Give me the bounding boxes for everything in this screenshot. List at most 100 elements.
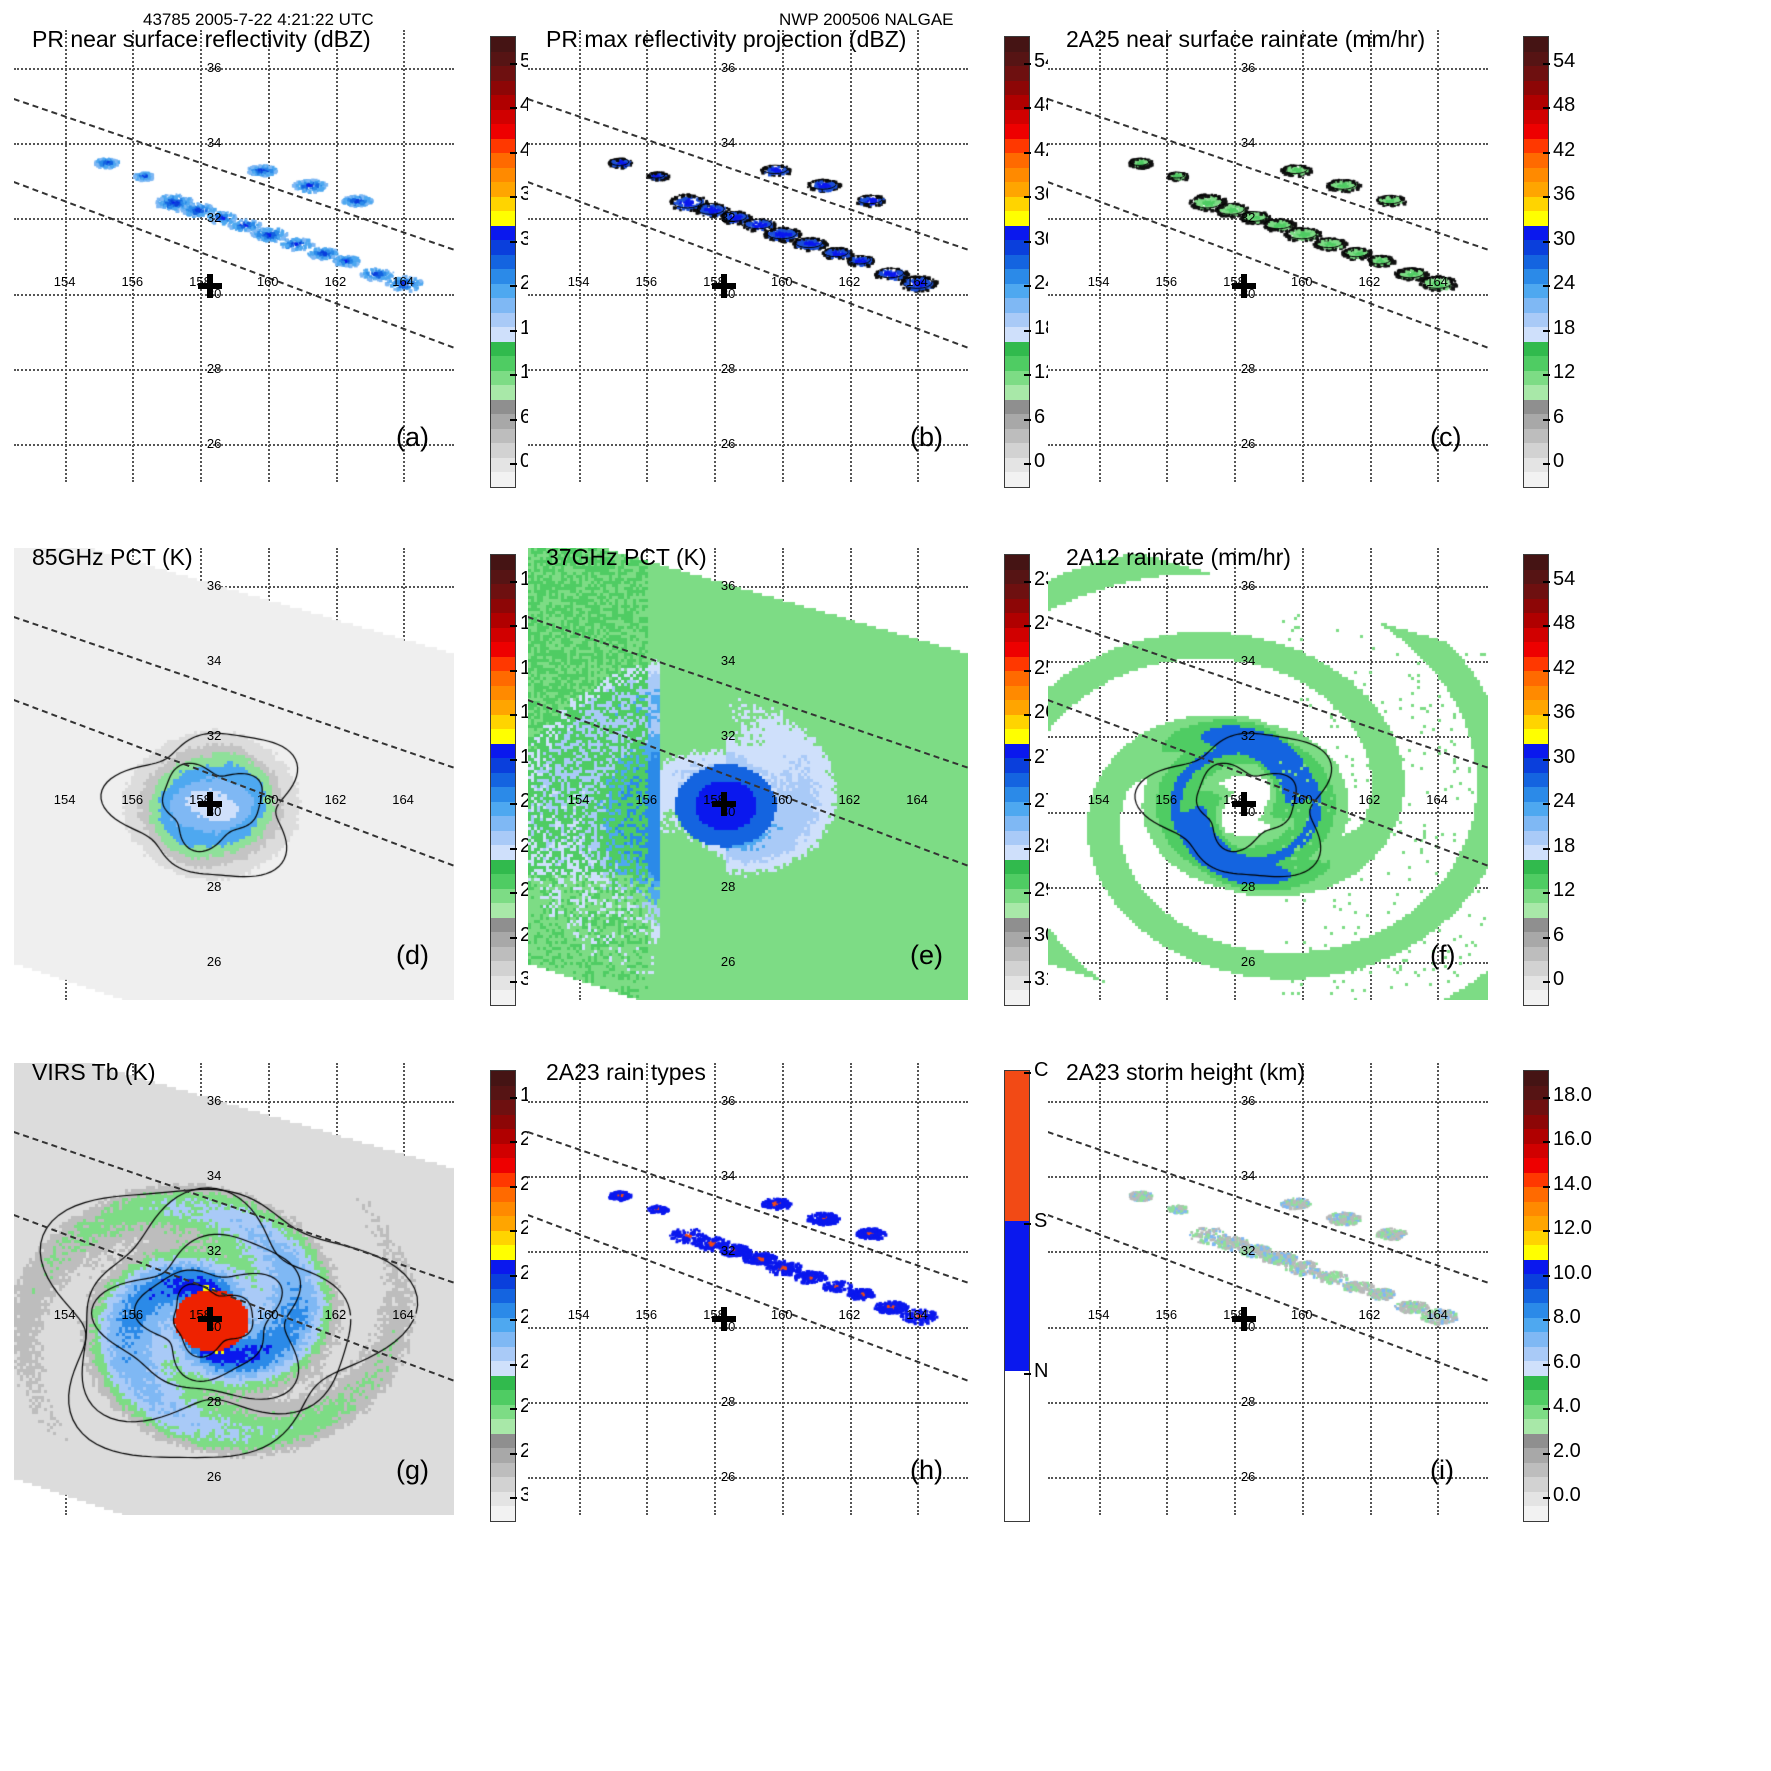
colorbar-tick-a-3 [510, 196, 517, 199]
colorbar-segment-1 [1005, 457, 1029, 473]
lon-tick-156: 156 [635, 791, 658, 807]
colorbar-label-f-1: 48 [1553, 612, 1576, 635]
colorbar-tick-f-4 [1543, 758, 1550, 761]
lat-tick-34: 34 [1240, 1168, 1256, 1183]
colorbar-tick-i-2 [1543, 1185, 1550, 1188]
lon-tick-160: 160 [770, 1306, 793, 1322]
colorbar-segment-12 [491, 298, 515, 313]
colorbar-segment-30 [491, 1071, 515, 1086]
plot-area-g: 154 156 158 160 162 164 26 28 30 32 34 36 [14, 1063, 454, 1515]
panel-title-h: 2A23 rain types [546, 1059, 706, 1085]
colorbar-segment-29 [1524, 51, 1548, 67]
colorbar-label-a-8: 6 [520, 405, 532, 428]
colorbar-segment-14 [1524, 1303, 1548, 1318]
colorbar-segment-15 [1524, 772, 1548, 788]
lon-tick-160: 160 [770, 791, 793, 807]
colorbar-segment-23 [491, 138, 515, 154]
colorbar-segment-9 [1524, 859, 1548, 875]
colorbar-segment-3 [1524, 428, 1548, 444]
colorbar-tick-c-1 [1543, 107, 1550, 110]
lon-tick-160: 160 [1290, 791, 1313, 807]
colorbar-segment-28 [1524, 584, 1548, 599]
colorbar-segment-26 [1005, 95, 1029, 110]
colorbar-segment-13 [491, 1317, 515, 1333]
colorbar-segment-4 [1005, 414, 1029, 429]
colorbar-segment-12 [1005, 816, 1029, 831]
colorbar-tick-f-1 [1543, 625, 1550, 628]
lat-tick-36: 36 [720, 577, 736, 593]
colorbar-tick-g-5 [510, 1319, 517, 1322]
colorbar-segment-15 [491, 1288, 515, 1304]
lon-tick-154: 154 [1087, 1306, 1110, 1322]
lat-tick-28: 28 [1240, 879, 1256, 894]
colorbar-segment-11 [1005, 312, 1029, 328]
colorbar-segment-17 [491, 225, 515, 241]
colorbar-segment-27 [1524, 1114, 1548, 1130]
lat-tick-34: 34 [1240, 653, 1256, 668]
colorbar-segment-26 [1524, 95, 1548, 110]
plot-area-a: 154 156 158 160 162 164 26 28 30 32 34 36 [14, 30, 454, 482]
colorbar-segment-7 [491, 888, 515, 904]
colorbar-segment-10 [1005, 327, 1029, 342]
colorbar-label-f-5: 24 [1553, 790, 1576, 813]
colorbar-tick-f-5 [1543, 803, 1550, 806]
colorbar-segment-25 [1524, 1143, 1548, 1159]
colorbar-segment-12 [1524, 298, 1548, 313]
lon-tick-162: 162 [1358, 1306, 1381, 1322]
colorbar-segment-11 [491, 1346, 515, 1362]
lat-tick-34: 34 [720, 135, 736, 150]
colorbar-tick-e-4 [1024, 758, 1031, 761]
lon-tick-162: 162 [838, 273, 861, 289]
colorbar-segment-11 [1524, 830, 1548, 846]
colorbar-segment-21 [1005, 167, 1029, 183]
colorbar-segment-0 [491, 990, 515, 1005]
colorbar-tick-d-2 [510, 669, 517, 672]
colorbar-segment-21 [491, 685, 515, 701]
plot-area-d: 154 156 158 160 162 164 26 28 30 32 34 36 [14, 548, 454, 1000]
colorbar-segment-3 [1524, 946, 1548, 962]
colorbar-a [490, 36, 516, 488]
lat-tick-26: 26 [206, 954, 222, 970]
storm-center-marker [712, 274, 737, 299]
colorbar-segment-6 [491, 1419, 515, 1434]
lat-tick-34: 34 [206, 1168, 222, 1183]
colorbar-tick-g-0 [510, 1096, 517, 1099]
lat-tick-26: 26 [720, 1469, 736, 1485]
colorbar-segment-6 [1524, 385, 1548, 400]
colorbar-segment-22 [1524, 153, 1548, 168]
colorbar-segment-20 [1524, 182, 1548, 197]
colorbar-label-c-1: 48 [1553, 94, 1576, 117]
colorbar-segment-25 [1005, 109, 1029, 125]
lon-tick-164: 164 [906, 273, 928, 289]
colorbar-segment-5 [1524, 399, 1548, 415]
colorbar-segment-16 [1524, 758, 1548, 773]
colorbar-tick-e-1 [1024, 625, 1031, 628]
colorbar-segment-14 [491, 1303, 515, 1318]
colorbar-segment-16 [1005, 758, 1029, 773]
panel-e: 154 156 158 160 162 164 26 28 30 32 34 36 37GHz PCT … [528, 544, 968, 1000]
colorbar-tick-i-5 [1543, 1319, 1550, 1322]
colorbar-segment-1 [491, 457, 515, 473]
colorbar-segment-13 [1005, 801, 1029, 817]
colorbar-segment-13 [1005, 283, 1029, 299]
lon-tick-160: 160 [1290, 273, 1313, 289]
colorbar-segment-17 [491, 743, 515, 759]
lat-tick-32: 32 [720, 728, 736, 744]
lat-tick-34: 34 [1240, 135, 1256, 150]
colorbar-segment-8 [491, 874, 515, 889]
lat-tick-34: 34 [206, 653, 222, 668]
colorbar-segment-1 [1524, 457, 1548, 473]
colorbar-segment-20 [491, 1216, 515, 1231]
colorbar-segment-26 [491, 613, 515, 628]
colorbar-segment-8 [491, 1390, 515, 1405]
storm-center-marker [1232, 792, 1257, 817]
lon-tick-160: 160 [256, 273, 279, 289]
colorbar-segment-30 [1524, 37, 1548, 52]
colorbar-segment-8 [1005, 356, 1029, 371]
colorbar-label-c-2: 42 [1553, 138, 1576, 161]
colorbar-segment-15 [1524, 1288, 1548, 1304]
colorbar-segment-strat [1005, 1221, 1029, 1371]
colorbar-segment-19 [1005, 196, 1029, 212]
panel-i: 154 156 158 160 162 164 26 28 30 32 34 36 2A23 storm… [1048, 1059, 1488, 1515]
colorbar-tick-a-1 [510, 107, 517, 110]
